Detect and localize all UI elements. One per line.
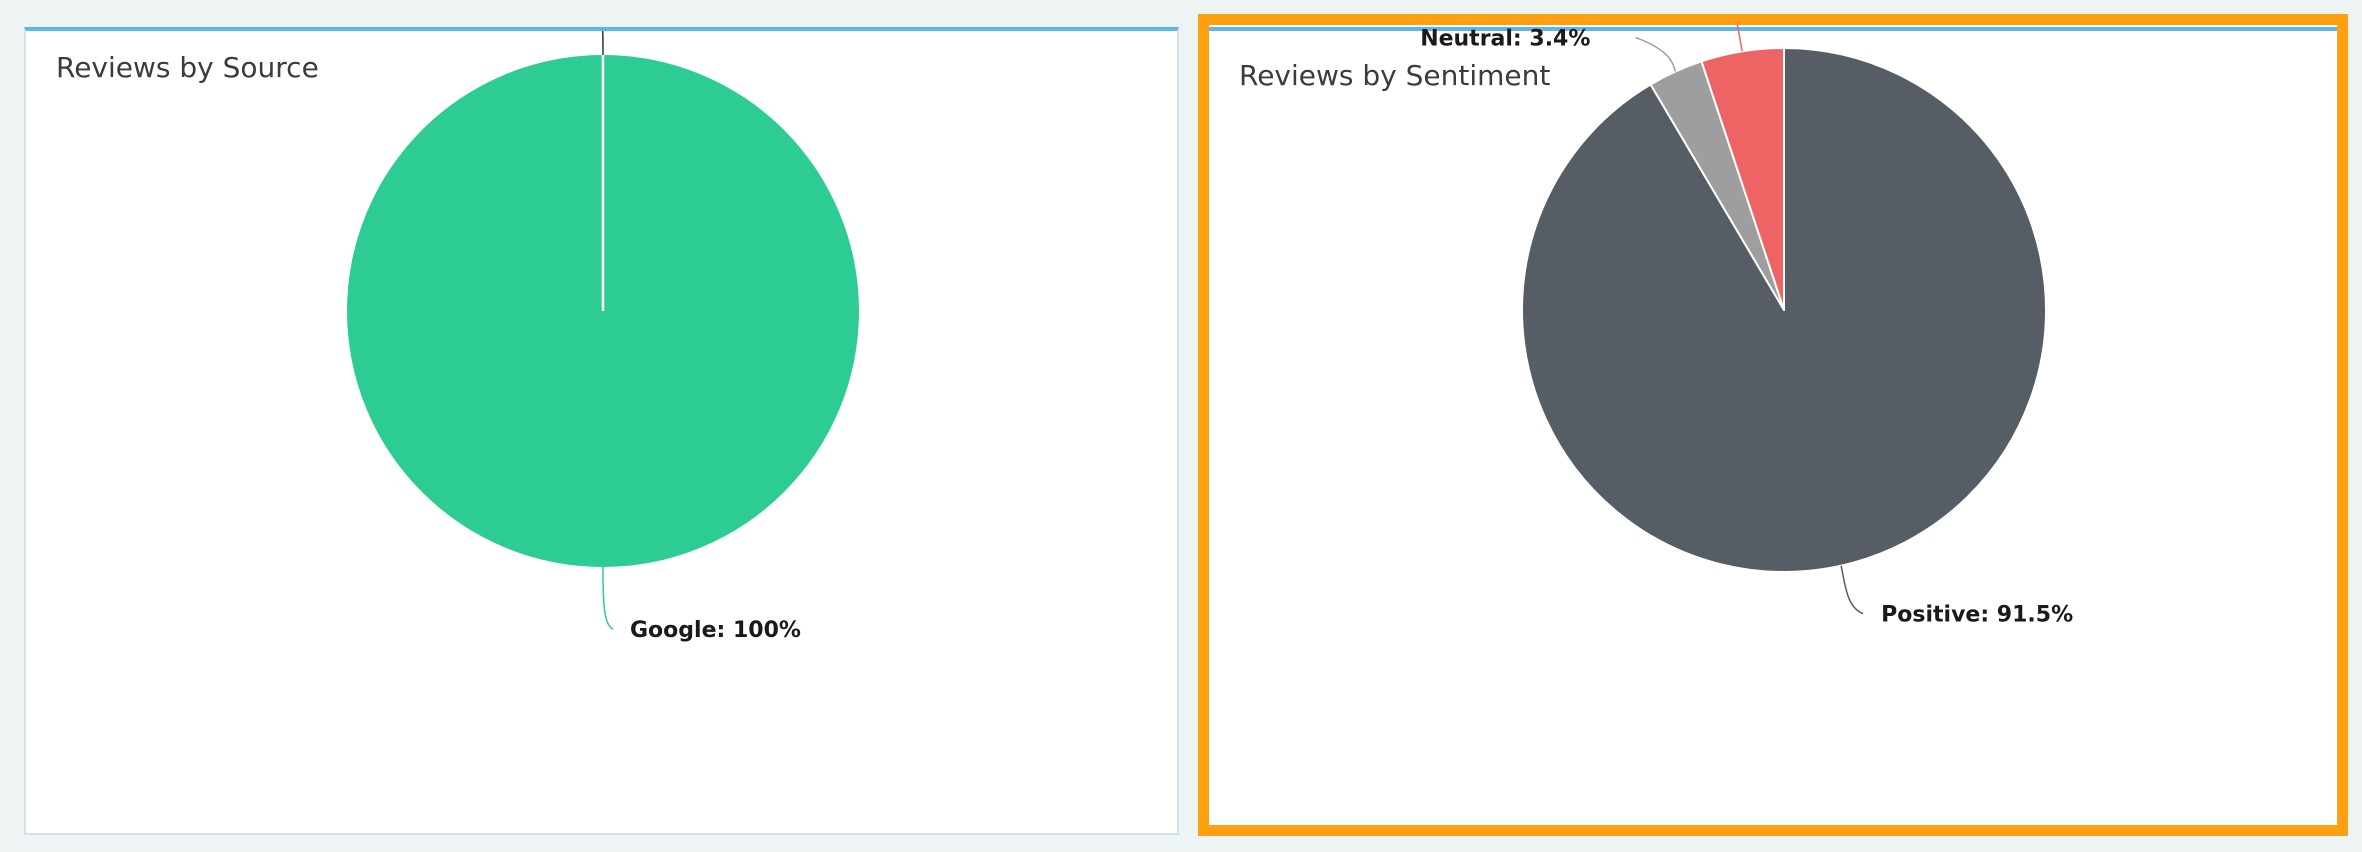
positive-connector: [1840, 565, 1864, 615]
neutral-data-label: Neutral: 3.4%: [1420, 27, 1590, 52]
panel-top-accent: [1209, 27, 2337, 31]
facebook-connector: [602, 31, 604, 56]
reviews-by-sentiment-pie-chart: Negative: 5.1%Neutral: 3.4%Positive: 91.…: [1420, 25, 2073, 628]
reviews-by-sentiment-panel: Reviews by Sentiment Negative: 5.1%Neutr…: [1198, 14, 2348, 836]
google-data-label: Google: 100%: [630, 618, 801, 643]
positive-data-label: Positive: 91.5%: [1881, 603, 2073, 628]
negative-connector: [1736, 25, 1743, 52]
reviews-by-source-pie-chart: Facebook: 0%Google: 100%: [347, 31, 859, 643]
reviews-by-source-panel: Reviews by Source Facebook: 0%Google: 10…: [24, 27, 1179, 835]
reviews-by-source-title: Reviews by Source: [56, 51, 319, 84]
neutral-connector: [1635, 36, 1677, 72]
google-connector: [602, 566, 614, 630]
reviews-by-sentiment-title: Reviews by Sentiment: [1239, 59, 1551, 92]
negative-slice[interactable]: [1700, 47, 1785, 311]
